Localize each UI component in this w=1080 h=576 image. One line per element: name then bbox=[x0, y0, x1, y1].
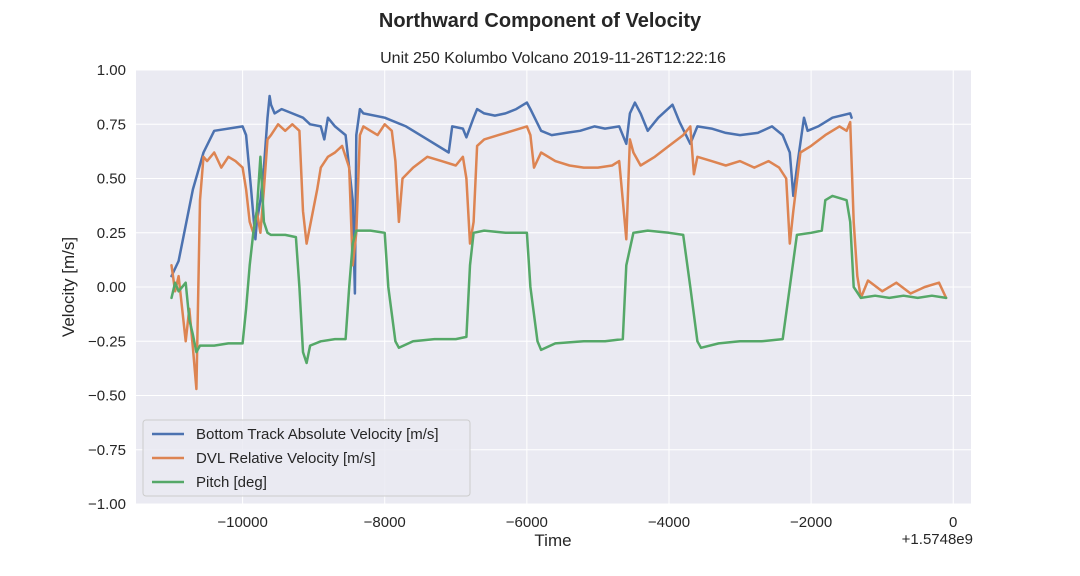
y-tick-label: −0.25 bbox=[88, 333, 126, 350]
y-tick-label: 0.50 bbox=[97, 171, 126, 188]
y-tick-label: 0.25 bbox=[97, 225, 126, 242]
x-offset-label: +1.5748e9 bbox=[902, 531, 973, 548]
y-tick-labels: −1.00 −0.75 −0.50 −0.25 0.00 0.25 0.50 0.75 1.00 bbox=[88, 62, 126, 513]
legend-label-1: DVL Relative Velocity [m/s] bbox=[196, 450, 376, 467]
y-tick-label: −0.75 bbox=[88, 442, 126, 459]
y-tick-label: 0.00 bbox=[97, 279, 126, 296]
chart-title: Unit 250 Kolumbo Volcano 2019-11-26T12:2… bbox=[380, 50, 726, 67]
legend-box bbox=[142, 419, 471, 497]
legend-label-2: Pitch [deg] bbox=[196, 474, 267, 491]
x-tick-label: −10000 bbox=[217, 514, 267, 531]
legend: Bottom Track Absolute Velocity [m/s] DVL … bbox=[142, 419, 471, 497]
y-tick-label: −0.50 bbox=[88, 388, 126, 405]
x-tick-label: −4000 bbox=[648, 514, 690, 531]
x-tick-label: −8000 bbox=[364, 514, 406, 531]
x-tick-labels: −10000 −8000 −6000 −4000 −2000 0 bbox=[217, 514, 957, 531]
chart-suptitle: Northward Component of Velocity bbox=[379, 10, 702, 32]
x-tick-label: 0 bbox=[949, 514, 957, 531]
series-line-2 bbox=[170, 155, 948, 365]
legend-label-0: Bottom Track Absolute Velocity [m/s] bbox=[196, 426, 439, 443]
y-tick-label: 1.00 bbox=[97, 62, 126, 79]
x-tick-label: −2000 bbox=[790, 514, 832, 531]
x-tick-label: −6000 bbox=[506, 514, 548, 531]
data-series bbox=[170, 94, 948, 391]
y-tick-label: −1.00 bbox=[88, 496, 126, 513]
series-line-0 bbox=[170, 94, 853, 295]
x-axis-label: Time bbox=[534, 531, 571, 550]
y-axis-label: Velocity [m/s] bbox=[59, 237, 78, 337]
y-tick-label: 0.75 bbox=[97, 116, 126, 133]
